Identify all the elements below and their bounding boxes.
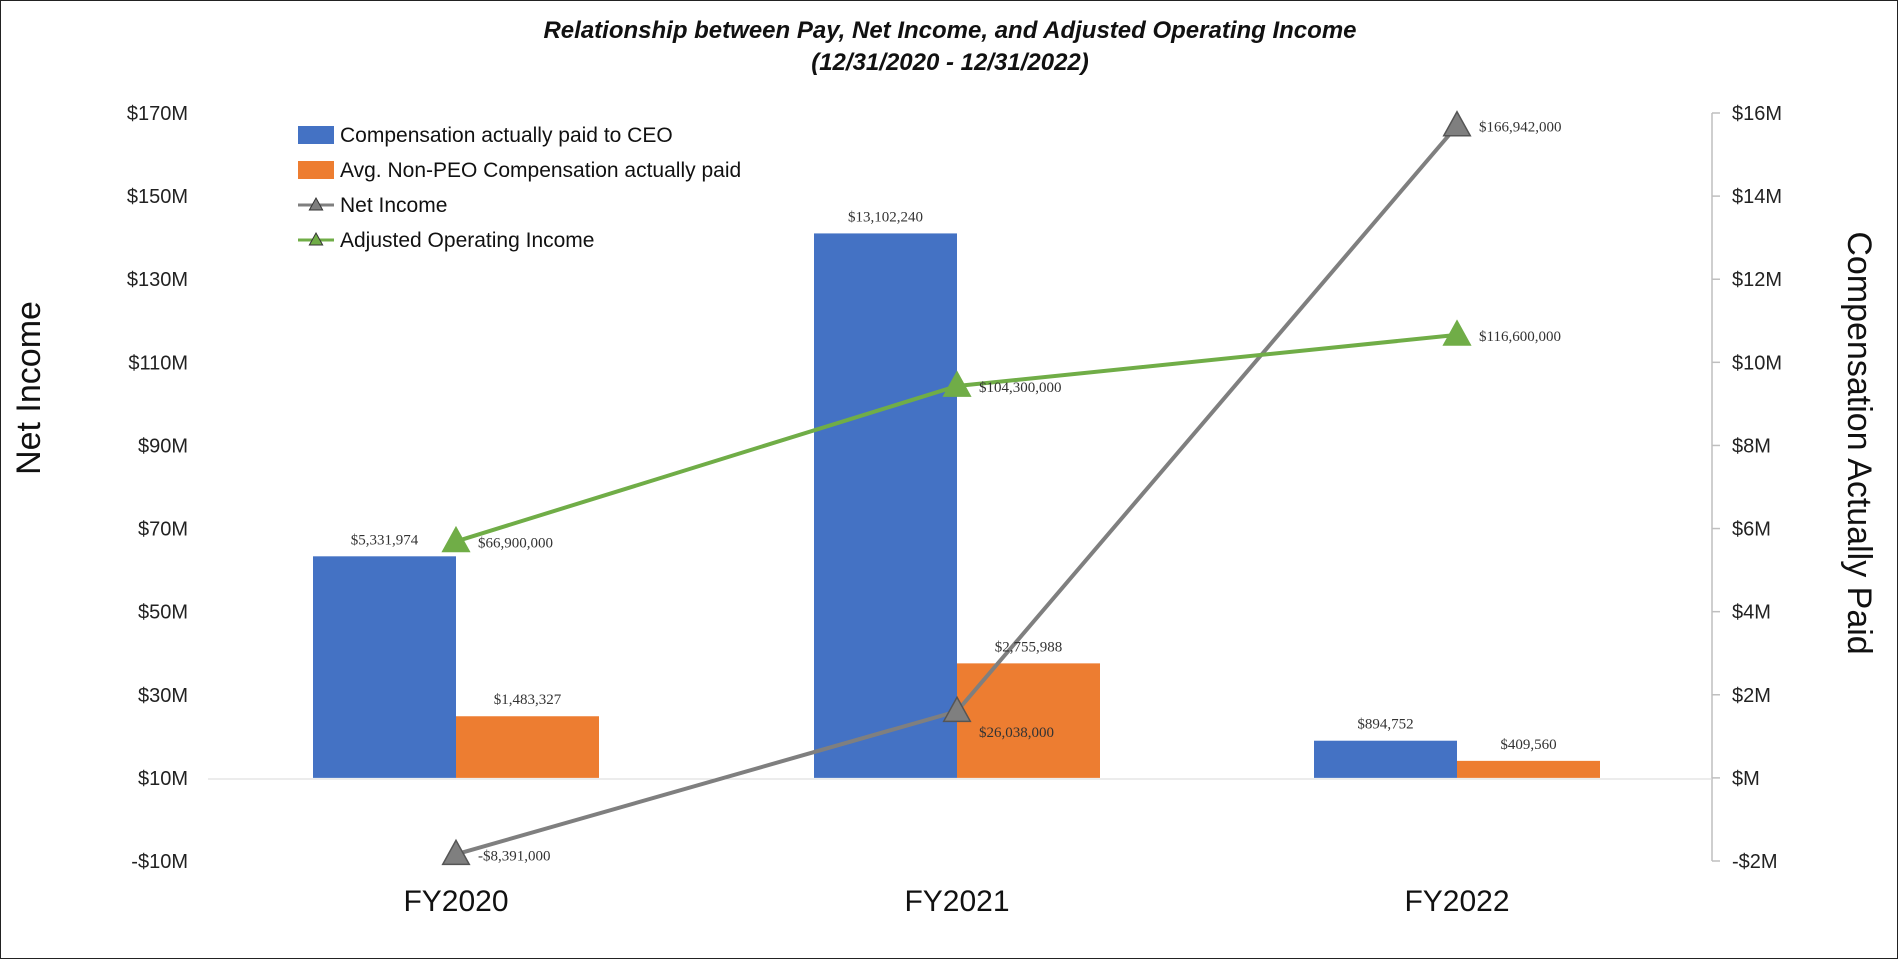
category-labels: FY2020 FY2021 FY2022 xyxy=(403,885,1509,918)
line-marker xyxy=(1442,319,1472,346)
bar-data-label: $5,331,974 xyxy=(351,532,419,548)
right-axis-label: Compensation Actually Paid xyxy=(1840,231,1878,654)
legend-label: Avg. Non-PEO Compensation actually paid xyxy=(340,159,741,182)
bar-data-label: $2,755,988 xyxy=(995,639,1063,655)
legend-label: Compensation actually paid to CEO xyxy=(340,124,673,147)
left-tick-label: $10M xyxy=(138,768,188,790)
bar xyxy=(957,663,1100,778)
category-label: FY2021 xyxy=(904,885,1009,918)
chart-title: Relationship between Pay, Net Income, an… xyxy=(543,17,1356,44)
left-tick-label: $170M xyxy=(127,103,188,125)
left-tick-label: $70M xyxy=(138,519,188,541)
bar xyxy=(456,716,599,778)
category-label: FY2020 xyxy=(403,885,508,918)
left-axis-label: Net Income xyxy=(10,301,48,475)
left-axis-ticks: -$10M $10M $30M $50M $70M $90M $110M $130M $150M… xyxy=(127,103,188,873)
legend-marker xyxy=(308,231,324,246)
legend-marker xyxy=(308,196,324,211)
left-tick-label: -$10M xyxy=(131,851,188,873)
line-marker xyxy=(441,525,471,553)
line-marker xyxy=(1442,110,1472,137)
line-data-label: $66,900,000 xyxy=(478,535,553,551)
bar xyxy=(1314,740,1457,778)
right-tick-label: $8M xyxy=(1732,435,1771,457)
line-marker xyxy=(441,838,471,866)
bar-data-label: $409,560 xyxy=(1500,737,1556,753)
right-axis-tickmarks xyxy=(1712,112,1720,862)
right-axis-ticks: -$2M $M $2M $4M $6M $8M $10M $12M $14M $16M xyxy=(1732,103,1782,873)
line-series xyxy=(441,110,1472,866)
right-tick-label: $M xyxy=(1732,768,1760,790)
line-data-label: $104,300,000 xyxy=(979,380,1062,396)
bar xyxy=(313,556,456,778)
left-tick-label: $90M xyxy=(138,435,188,457)
line-data-label: $166,942,000 xyxy=(1479,120,1562,136)
legend-swatch xyxy=(298,161,334,179)
data-labels: $5,331,974 $13,102,240 $894,752 $1,483,327 $… xyxy=(351,120,1562,865)
right-tick-label: $6M xyxy=(1732,519,1771,541)
left-tick-label: $150M xyxy=(127,186,188,208)
right-tick-label: $2M xyxy=(1732,685,1771,707)
right-tick-label: $16M xyxy=(1732,103,1782,125)
legend-label: Net Income xyxy=(340,194,447,217)
bar-data-label: $894,752 xyxy=(1357,717,1413,733)
right-tick-label: $4M xyxy=(1732,602,1771,624)
right-tick-label: $12M xyxy=(1732,269,1782,291)
bar-data-label: $1,483,327 xyxy=(494,692,562,708)
bar xyxy=(814,233,957,778)
right-tick-label: -$2M xyxy=(1732,851,1778,873)
left-tick-label: $130M xyxy=(127,269,188,291)
legend: Compensation actually paid to CEO Avg. No… xyxy=(298,124,741,252)
legend-swatch xyxy=(298,126,334,144)
bar-data-label: $13,102,240 xyxy=(848,209,923,225)
legend-label: Adjusted Operating Income xyxy=(340,229,594,252)
right-tick-label: $10M xyxy=(1732,352,1782,374)
category-label: FY2022 xyxy=(1404,885,1509,918)
line-marker xyxy=(942,370,972,397)
right-tick-label: $14M xyxy=(1732,186,1782,208)
line-data-label: $26,038,000 xyxy=(979,725,1054,741)
line-data-label: $116,600,000 xyxy=(1479,329,1561,345)
left-tick-label: $110M xyxy=(128,352,188,374)
line-marker xyxy=(942,695,972,723)
bar xyxy=(1457,760,1600,778)
chart-subtitle: (12/31/2020 - 12/31/2022) xyxy=(811,49,1089,76)
left-tick-label: $30M xyxy=(138,685,188,707)
line-data-label: -$8,391,000 xyxy=(478,848,551,864)
left-tick-label: $50M xyxy=(138,602,188,624)
